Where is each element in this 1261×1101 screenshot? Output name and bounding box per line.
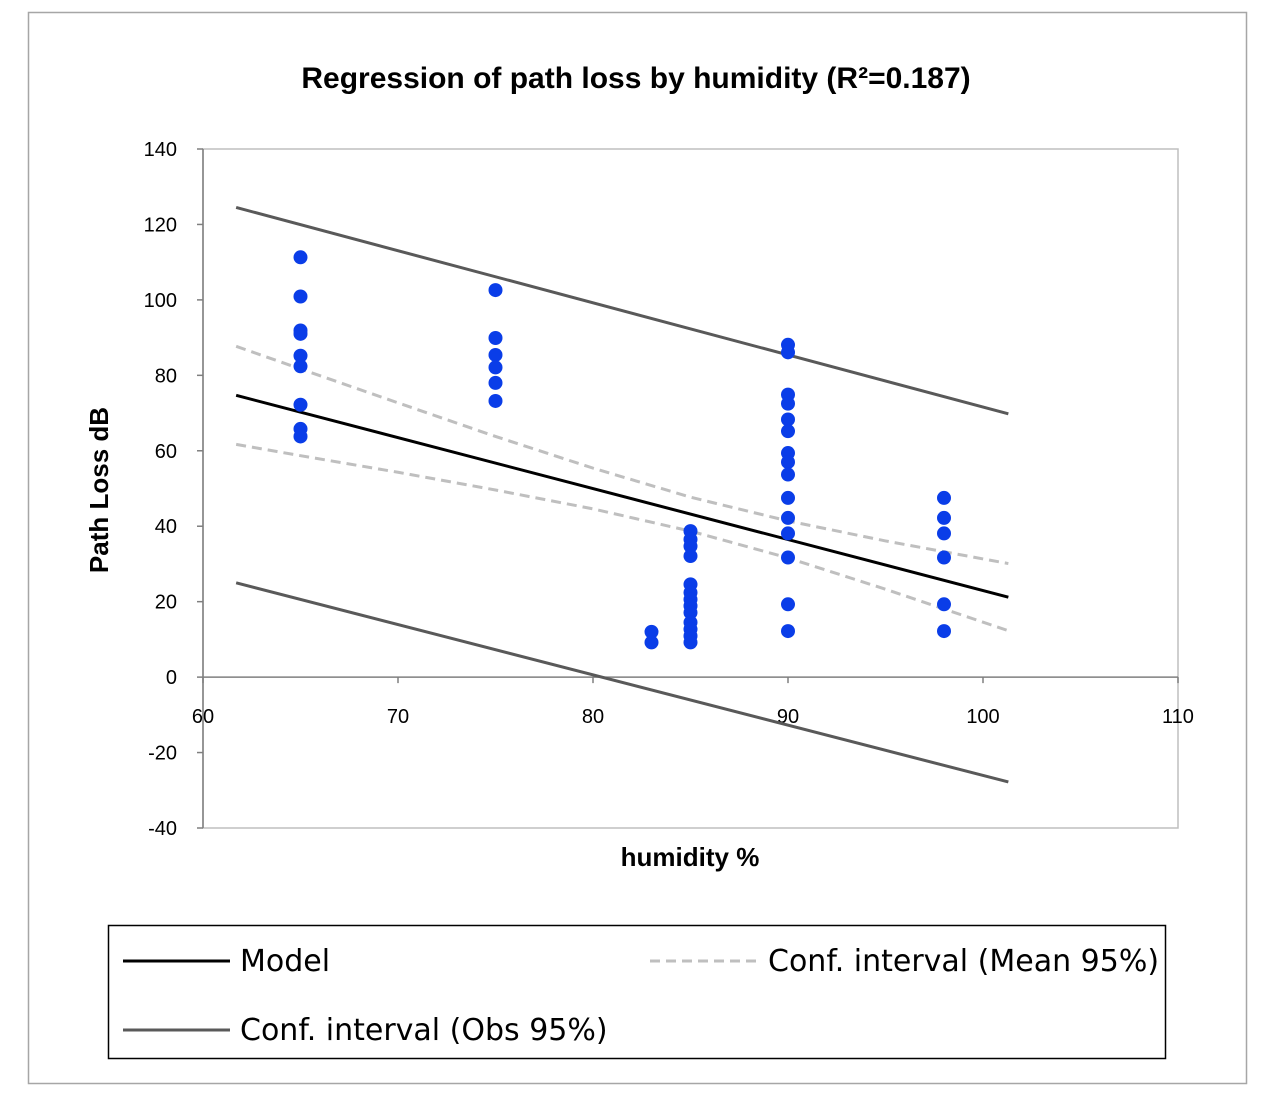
mean-ci-line: [235, 442, 1009, 633]
mean-ci-line: [235, 344, 1009, 566]
x-tick-label: 110: [1162, 706, 1194, 728]
data-point: [937, 550, 951, 565]
data-point: [781, 526, 795, 541]
y-tick-label: 80: [155, 365, 177, 387]
y-tick-label: 0: [166, 667, 177, 689]
data-point: [937, 490, 951, 505]
y-axis-label: Path Loss dB: [84, 407, 114, 573]
data-point: [937, 510, 951, 525]
y-tick-label: -20: [148, 743, 177, 765]
legend-label-mean-ci: Conf. interval (Mean 95%): [768, 944, 1159, 979]
legend-label-obs-ci: Conf. interval (Obs 95%): [240, 1013, 608, 1048]
data-point: [937, 526, 951, 541]
data-point: [781, 455, 795, 470]
data-point: [781, 550, 795, 565]
data-point: [488, 347, 503, 362]
x-tick-label: 80: [582, 706, 604, 728]
y-tick-label: 20: [155, 592, 177, 614]
data-point: [683, 549, 698, 564]
data-point: [293, 326, 308, 341]
x-axis-label: humidity %: [621, 842, 760, 872]
obs-ci-line: [235, 206, 1009, 416]
data-point: [937, 624, 951, 639]
data-point: [683, 635, 698, 650]
chart-title: Regression of path loss by humidity (R²=…: [301, 62, 970, 95]
x-tick-label: 60: [192, 706, 214, 728]
y-tick-label: 120: [144, 214, 177, 236]
data-point: [781, 424, 795, 439]
data-point: [937, 597, 951, 612]
data-point: [488, 393, 503, 408]
legend-box: [107, 924, 1167, 1060]
data-point: [293, 359, 308, 374]
data-point: [781, 467, 795, 482]
y-tick-label: -40: [148, 818, 177, 840]
x-tick-label: 70: [387, 706, 409, 728]
x-tick-label: 100: [966, 706, 999, 728]
data-point: [644, 624, 659, 639]
data-point: [683, 605, 698, 620]
data-point: [293, 348, 308, 363]
data-point: [488, 283, 503, 298]
legend: Model Conf. interval (Mean 95%) Conf. in…: [107, 924, 1167, 1060]
data-point: [781, 490, 795, 505]
y-tick-label: 40: [155, 516, 177, 538]
model-line: [235, 393, 1009, 599]
y-tick-label: 100: [144, 290, 177, 312]
data-point: [293, 429, 308, 444]
obs-ci-line: [235, 581, 1009, 784]
legend-label-model: Model: [240, 944, 330, 979]
data-point: [781, 396, 795, 411]
data-point: [293, 397, 308, 412]
data-point: [781, 597, 795, 612]
data-point: [293, 250, 308, 265]
data-point: [781, 412, 795, 427]
data-point: [781, 345, 795, 360]
data-point: [293, 289, 308, 304]
data-point: [781, 624, 795, 639]
y-tick-label: 140: [144, 139, 177, 161]
y-tick-label: 60: [155, 441, 177, 463]
data-point: [488, 360, 503, 375]
data-point: [644, 635, 659, 650]
chart-frame: [27, 11, 1248, 1085]
data-point: [683, 539, 698, 554]
data-point: [488, 330, 503, 345]
data-point: [488, 375, 503, 390]
data-point: [781, 510, 795, 525]
